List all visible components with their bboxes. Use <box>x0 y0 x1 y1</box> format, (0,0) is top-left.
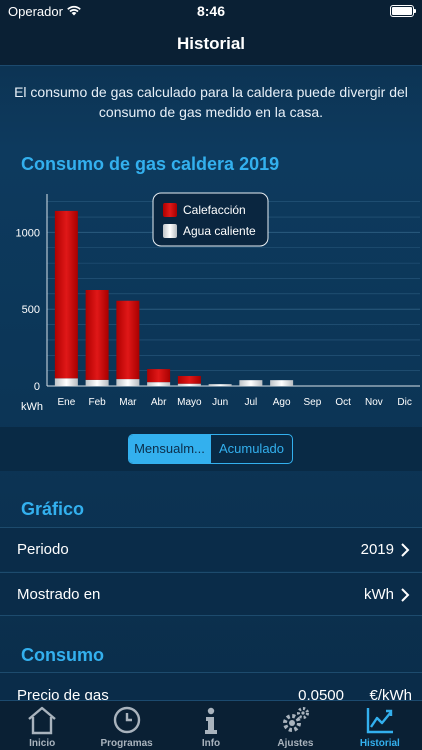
tab-label: Historial <box>359 738 400 749</box>
home-icon <box>28 706 56 735</box>
info-icon <box>205 707 218 734</box>
x-tick-label: Abr <box>151 397 167 408</box>
gas-consumption-chart: 0 500 1000 kWh Ene Feb Mar Abr Mayo Jun Jul Ago Sep O… <box>16 192 420 413</box>
battery-icon <box>390 5 416 17</box>
bar-agua-caliente-feb <box>85 379 109 386</box>
clock-time: 8:46 <box>196 3 226 19</box>
shown-in-label: Mostrado en <box>17 586 101 603</box>
bar-agua-caliente-mayo <box>177 383 201 386</box>
legend-label: Calefacción <box>183 203 246 217</box>
consumption-notice: El consumo de gas calculado para la cald… <box>14 84 408 120</box>
chart-icon <box>366 708 393 734</box>
tab-historial[interactable]: Historial <box>338 701 422 750</box>
period-value: 2019 <box>360 541 394 558</box>
x-tick-label: Ago <box>273 397 291 408</box>
bar-calefaccion-feb <box>85 290 109 380</box>
tab-programas[interactable]: Programas <box>84 701 168 750</box>
x-tick-label: Mar <box>119 397 137 408</box>
bar-agua-caliente-jul <box>239 380 263 386</box>
wifi-icon <box>67 5 81 16</box>
x-tick-label: Jul <box>244 397 257 408</box>
x-tick-label: Jun <box>212 397 228 408</box>
bar-agua-caliente-ago <box>270 380 294 386</box>
cumulative-segment[interactable]: Acumulado <box>210 435 292 463</box>
tab-label: Inicio <box>29 738 56 749</box>
x-tick-label: Oct <box>335 397 351 408</box>
legend-swatch <box>163 203 177 217</box>
tab-label: Ajustes <box>277 738 314 749</box>
x-tick-label: Dic <box>397 397 411 408</box>
x-tick-label: Ene <box>57 397 75 408</box>
tab-label: Programas <box>100 738 153 749</box>
tab-bar: Inicio Programas Info Ajustes <box>0 700 422 750</box>
chevron-right-icon <box>401 543 410 557</box>
y-tick-label: 0 <box>34 381 40 393</box>
bar-agua-caliente-mar <box>116 379 140 386</box>
x-tick-label: Sep <box>303 397 321 408</box>
gas-price-value: 0,0500 <box>298 687 344 704</box>
monthly-segment[interactable]: Mensualm... <box>129 435 210 463</box>
gas-price-label: Precio de gas <box>17 687 109 704</box>
carrier-label: Operador <box>8 4 63 19</box>
x-tick-label: Feb <box>89 397 107 408</box>
bar-agua-caliente-abr <box>147 382 171 386</box>
clock-icon <box>113 706 140 734</box>
gas-price-unit: €/kWh <box>369 687 412 704</box>
page-title: Historial <box>176 34 246 53</box>
chevron-right-icon <box>401 588 410 602</box>
bar-agua-caliente-jun <box>208 384 232 386</box>
legend-label: Agua caliente <box>183 224 256 238</box>
legend-swatch <box>163 224 177 238</box>
navigation-bar: Historial <box>0 22 422 66</box>
grafico-section-header: Gráfico <box>21 499 85 519</box>
tab-label: Info <box>201 738 221 749</box>
bar-calefaccion-mayo <box>177 376 201 384</box>
x-tick-label: Nov <box>365 397 383 408</box>
y-tick-label: 500 <box>22 304 40 316</box>
chart-mode-segmented-control: Mensualm... Acumulado <box>128 434 293 464</box>
period-row[interactable]: Periodo 2019 <box>0 527 422 571</box>
chart-legend <box>152 192 269 247</box>
x-tick-label: Mayo <box>177 397 202 408</box>
shown-in-value: kWh <box>364 586 394 603</box>
tab-inicio[interactable]: Inicio <box>0 701 84 750</box>
bar-agua-caliente-ene <box>54 378 78 386</box>
gears-icon <box>283 707 310 732</box>
status-bar: Operador 8:46 <box>0 0 422 22</box>
consumo-section-header: Consumo <box>21 645 104 665</box>
shown-in-row[interactable]: Mostrado en kWh <box>0 572 422 616</box>
bar-calefaccion-abr <box>147 369 171 383</box>
chart-title: Consumo de gas caldera 2019 <box>21 154 280 174</box>
tab-info[interactable]: Info <box>169 701 253 750</box>
bar-calefaccion-mar <box>116 300 140 380</box>
period-label: Periodo <box>17 541 69 558</box>
bar-calefaccion-ene <box>54 210 78 379</box>
y-axis-label: kWh <box>21 401 43 413</box>
tab-ajustes[interactable]: Ajustes <box>253 701 337 750</box>
y-tick-label: 1000 <box>16 227 40 239</box>
